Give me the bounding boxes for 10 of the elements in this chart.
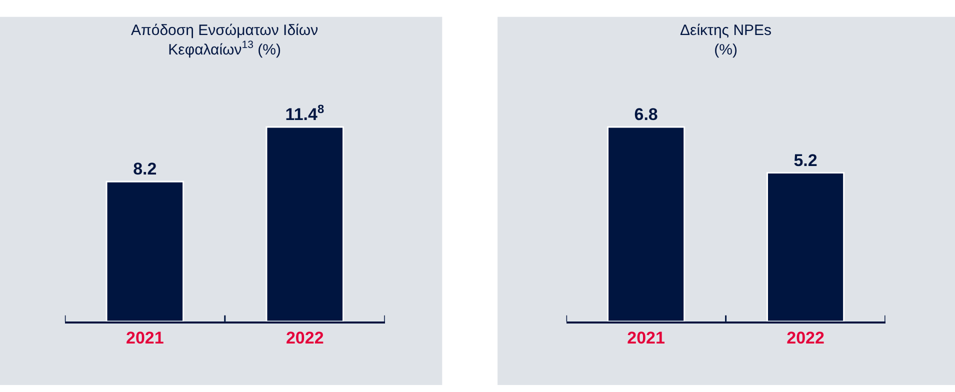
data-label: 8.2 bbox=[133, 160, 157, 179]
data-label: 5.2 bbox=[794, 150, 818, 170]
x-tick-label: 2021 bbox=[627, 328, 665, 348]
x-tick-label: 2022 bbox=[286, 328, 324, 348]
data-label: 11.4$^{8}$ bbox=[285, 102, 324, 124]
x-tick-label: 2022 bbox=[786, 328, 824, 348]
data-label: 6.8 bbox=[634, 105, 658, 124]
chart-title: Απόδοση Ενσώματων Ιδίων Κεφαλαίων$^{13}$ (%) bbox=[131, 22, 318, 58]
chart-title: Δείκτης NPEs (%) bbox=[680, 22, 772, 58]
x-tick-label: 2021 bbox=[126, 328, 164, 348]
